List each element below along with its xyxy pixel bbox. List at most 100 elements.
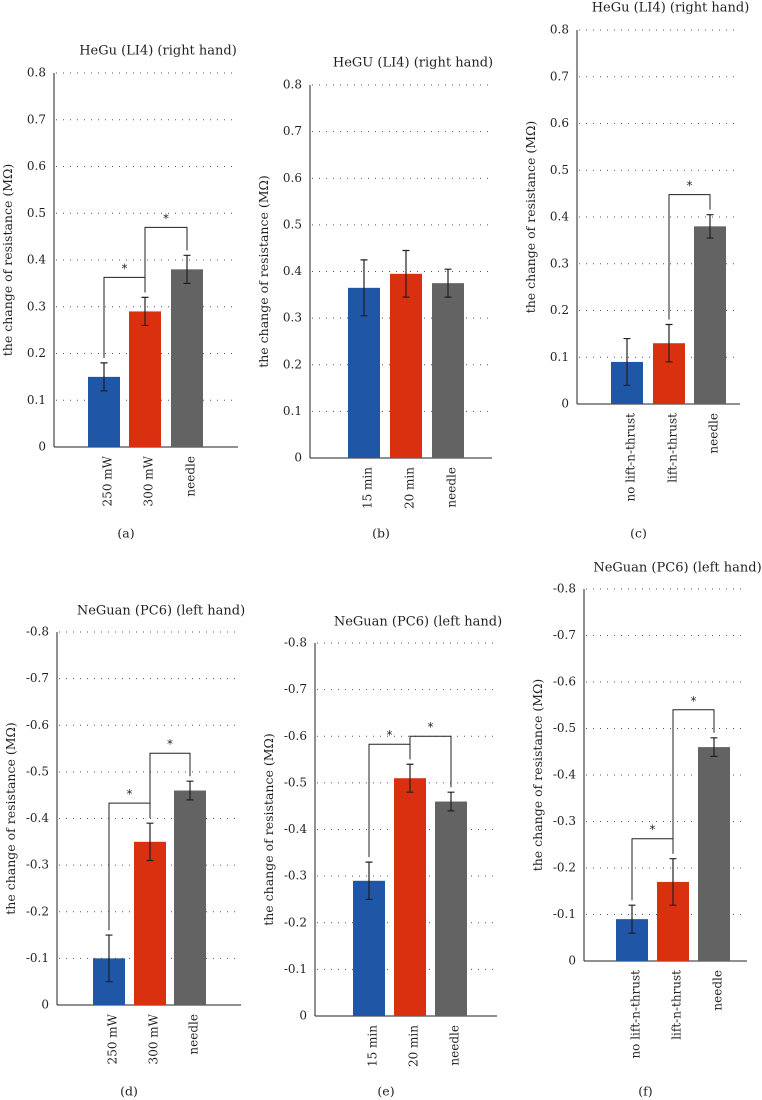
bar bbox=[394, 778, 426, 1016]
y-tick-label: -0.5 bbox=[26, 764, 49, 778]
error-bar bbox=[141, 296, 149, 327]
x-tick-label: 15 min bbox=[361, 467, 375, 509]
error-bar bbox=[628, 904, 636, 934]
chart-panel-e: NeGuan (PC6) (left hand) 0 -0.1 -0.2 -0.3 -0.… bbox=[261, 615, 502, 1099]
bar bbox=[134, 841, 166, 1005]
y-tick-label: -0.8 bbox=[284, 636, 307, 650]
x-tick-label: 20 min bbox=[403, 467, 417, 509]
y-tick-label: -0.7 bbox=[553, 628, 576, 642]
significance-bracket bbox=[672, 709, 715, 854]
x-tick-label: lift-n-thrust bbox=[666, 413, 680, 483]
chart-title: NeGuan (PC6) (left hand) bbox=[593, 561, 761, 576]
x-tick-label: needle bbox=[184, 456, 198, 497]
significance-bracket bbox=[149, 752, 191, 819]
significance-star: * bbox=[163, 211, 169, 225]
x-tick-label: needle bbox=[707, 413, 721, 454]
y-tick-label: 0.3 bbox=[27, 299, 46, 313]
significance-bracket bbox=[144, 226, 188, 293]
significance-bracket bbox=[668, 194, 711, 320]
bar bbox=[174, 790, 206, 1005]
chart-title: HeGu (LI4) (right hand) bbox=[592, 1, 750, 16]
y-tick-label: -0.4 bbox=[26, 811, 50, 825]
y-tick-label: 0.6 bbox=[550, 116, 569, 130]
y-tick-label: -0.7 bbox=[284, 682, 307, 696]
y-tick-label: 0.3 bbox=[550, 256, 569, 270]
error-bar bbox=[100, 362, 108, 392]
y-tick-label: 0 bbox=[561, 397, 569, 411]
significance-star: * bbox=[691, 694, 697, 708]
error-bar bbox=[186, 780, 194, 801]
error-bar bbox=[105, 934, 113, 983]
chart-panel-c: HeGu (LI4) (right hand) 0 0.1 0.2 0.3 0.4 0.5 0… bbox=[523, 1, 749, 541]
bar bbox=[432, 283, 464, 458]
panel-label: (c) bbox=[630, 526, 647, 541]
error-bar bbox=[447, 791, 455, 812]
x-tick-label: no lift-n-thrust bbox=[624, 413, 638, 502]
y-tick-label: 0.4 bbox=[550, 210, 569, 224]
error-bar bbox=[365, 861, 373, 901]
bar bbox=[171, 269, 203, 447]
y-tick-label: 0.7 bbox=[27, 112, 46, 126]
y-tick-label: 0.2 bbox=[550, 303, 569, 317]
y-axis-label: the change of resistance (MΩ) bbox=[530, 679, 545, 872]
y-tick-label: 0.2 bbox=[283, 357, 302, 371]
y-tick-label: 0 bbox=[41, 998, 49, 1012]
x-tick-label: 15 min bbox=[366, 1025, 380, 1067]
significance-star: * bbox=[387, 728, 393, 742]
y-axis-label: the change of resistance (MΩ) bbox=[523, 121, 538, 314]
y-tick-label: 0.3 bbox=[283, 311, 302, 325]
y-tick-label: -0.4 bbox=[284, 822, 308, 836]
y-axis-label: the change of resistance (MΩ) bbox=[3, 722, 18, 915]
x-tick-label: 250 mW bbox=[106, 1013, 120, 1064]
bar bbox=[390, 273, 422, 458]
y-tick-label: -0.7 bbox=[26, 671, 49, 685]
x-tick-label: needle bbox=[711, 970, 725, 1011]
x-tick-label: no lift-n-thrust bbox=[629, 970, 643, 1059]
x-tick-label: 300 mW bbox=[142, 455, 156, 506]
error-bar bbox=[146, 822, 154, 862]
significance-bracket bbox=[409, 735, 452, 788]
y-tick-label: -0.5 bbox=[553, 721, 576, 735]
error-bar bbox=[623, 337, 631, 386]
chart-title: HeGu (LI4) (right hand) bbox=[79, 44, 237, 59]
significance-star: * bbox=[122, 261, 128, 275]
y-tick-label: -0.1 bbox=[553, 907, 576, 921]
panel-label: (e) bbox=[377, 1084, 394, 1099]
y-tick-label: 0.6 bbox=[27, 159, 46, 173]
y-tick-label: 0.4 bbox=[283, 264, 302, 278]
x-tick-label: needle bbox=[445, 467, 459, 508]
y-tick-label: -0.5 bbox=[284, 775, 307, 789]
significance-star: * bbox=[428, 720, 434, 734]
y-tick-label: -0.2 bbox=[26, 904, 49, 918]
y-tick-label: 0.5 bbox=[27, 206, 46, 220]
y-tick-label: 0.2 bbox=[27, 346, 46, 360]
y-axis-label: the change of resistance (MΩ) bbox=[256, 175, 271, 368]
y-tick-label: -0.4 bbox=[553, 768, 577, 782]
x-tick-label: 20 min bbox=[407, 1025, 421, 1067]
bar bbox=[129, 311, 161, 447]
y-tick-label: -0.6 bbox=[553, 675, 576, 689]
y-tick-label: -0.3 bbox=[284, 869, 307, 883]
chart-title: HeGU (LI4) (right hand) bbox=[333, 56, 493, 71]
significance-star: * bbox=[650, 823, 656, 837]
error-bar bbox=[665, 323, 673, 363]
y-tick-label: -0.1 bbox=[284, 962, 307, 976]
error-bar bbox=[360, 259, 368, 317]
y-tick-label: -0.8 bbox=[26, 625, 49, 639]
y-tick-label: 0 bbox=[299, 1009, 307, 1023]
x-tick-label: lift-n-thrust bbox=[670, 970, 684, 1040]
y-tick-label: 0 bbox=[38, 440, 46, 454]
y-tick-label: -0.2 bbox=[284, 915, 307, 929]
error-bar bbox=[402, 249, 410, 298]
y-tick-label: -0.6 bbox=[284, 729, 307, 743]
y-tick-label: 0.1 bbox=[550, 350, 569, 364]
error-bar bbox=[669, 858, 677, 906]
y-tick-label: 0.6 bbox=[283, 171, 302, 185]
y-tick-label: -0.1 bbox=[26, 951, 49, 965]
chart-title: NeGuan (PC6) (left hand) bbox=[334, 615, 502, 630]
y-tick-label: 0.7 bbox=[550, 69, 569, 83]
chart-panel-a: HeGu (LI4) (right hand) 0 0.1 0.2 0.3 0.4 0.5 0… bbox=[0, 44, 238, 541]
bar bbox=[694, 226, 726, 404]
y-tick-label: -0.8 bbox=[553, 582, 576, 596]
y-tick-label: 0.8 bbox=[550, 23, 569, 37]
